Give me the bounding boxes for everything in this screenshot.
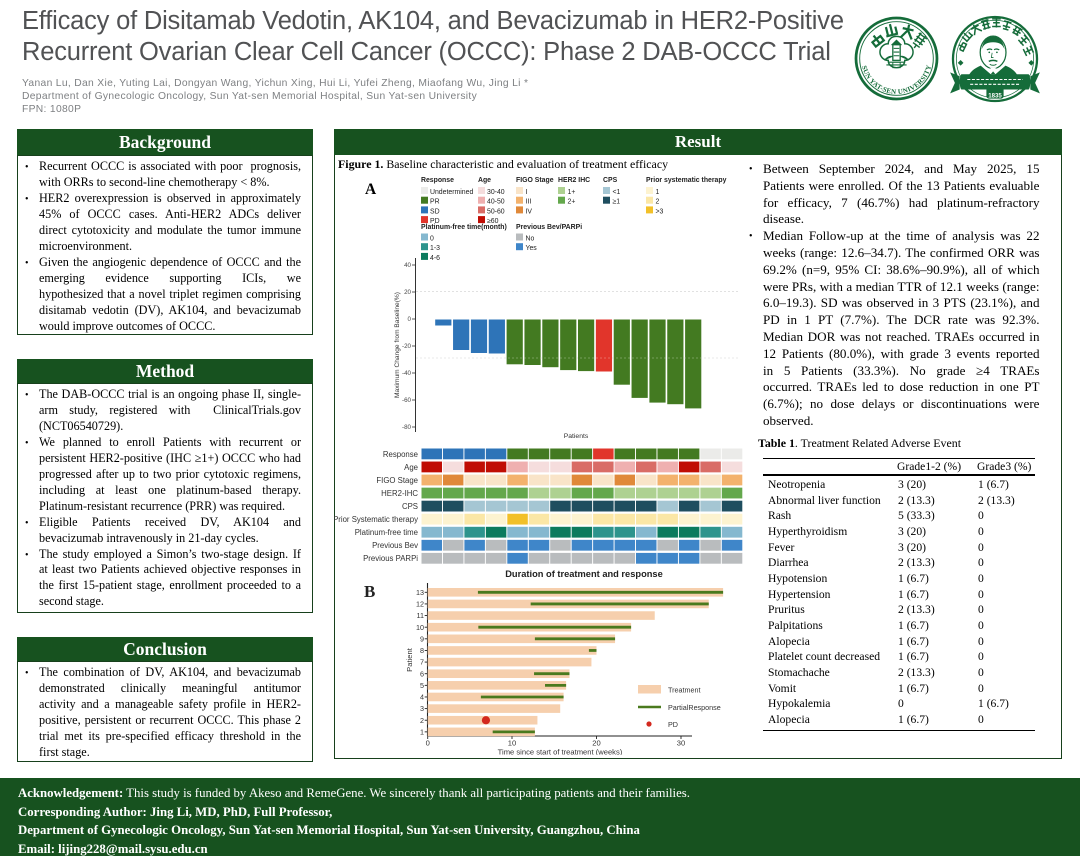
- svg-text:HER2 IHC: HER2 IHC: [558, 177, 590, 184]
- svg-text:-60: -60: [402, 397, 412, 404]
- svg-text:5: 5: [420, 681, 424, 690]
- svg-text:Time since start of treatment: Time since start of treatment (weeks): [498, 748, 623, 756]
- svg-text:1: 1: [420, 727, 424, 736]
- svg-text:Response: Response: [421, 177, 454, 184]
- svg-text:Prior Systematic therapy: Prior Systematic therapy: [334, 515, 418, 524]
- svg-text:4-6: 4-6: [430, 255, 440, 262]
- svg-text:Undetermined: Undetermined: [430, 189, 473, 196]
- svg-text:<1: <1: [613, 189, 621, 196]
- svg-text:FIGO Stage: FIGO Stage: [376, 476, 418, 485]
- svg-text:4: 4: [420, 693, 424, 702]
- svg-text:Patient: Patient: [405, 647, 414, 672]
- svg-text:6: 6: [420, 669, 424, 678]
- svg-text:-80: -80: [402, 424, 412, 431]
- svg-text:≥60: ≥60: [487, 218, 499, 225]
- svg-text:SD: SD: [430, 208, 440, 215]
- svg-text:8: 8: [420, 646, 424, 655]
- svg-text:40: 40: [404, 262, 411, 269]
- svg-text:>3: >3: [656, 208, 664, 215]
- svg-text:-20: -20: [402, 343, 412, 350]
- svg-text:0: 0: [426, 739, 430, 748]
- svg-text:No: No: [526, 236, 535, 243]
- svg-text:Platinum-free time(month): Platinum-free time(month): [421, 224, 507, 231]
- svg-text:13: 13: [416, 588, 424, 597]
- svg-text:Platinum-free time: Platinum-free time: [355, 528, 418, 537]
- svg-text:IV: IV: [526, 208, 533, 215]
- svg-text:Treatment: Treatment: [668, 686, 701, 695]
- svg-text:Patients: Patients: [564, 433, 589, 440]
- svg-text:20: 20: [592, 739, 600, 748]
- svg-text:≥1: ≥1: [613, 199, 621, 206]
- svg-text:1: 1: [656, 189, 660, 196]
- svg-text:Duration of treatment and resp: Duration of treatment and response: [505, 569, 663, 579]
- svg-text:50-60: 50-60: [487, 208, 505, 215]
- svg-text:1-3: 1-3: [430, 245, 440, 252]
- svg-text:Age: Age: [404, 463, 418, 472]
- svg-text:9: 9: [420, 634, 424, 643]
- svg-text:12: 12: [416, 600, 424, 609]
- svg-text:40-50: 40-50: [487, 199, 505, 206]
- svg-text:PR: PR: [430, 199, 440, 206]
- svg-text:Previous Bev: Previous Bev: [372, 541, 418, 550]
- svg-text:FIGO Stage: FIGO Stage: [516, 177, 554, 184]
- svg-text:7: 7: [420, 658, 424, 667]
- svg-text:Age: Age: [478, 177, 491, 184]
- svg-text:PD: PD: [668, 720, 678, 729]
- svg-text:B: B: [364, 582, 375, 601]
- svg-text:2: 2: [420, 716, 424, 725]
- svg-text:30: 30: [677, 739, 685, 748]
- svg-text:CPS: CPS: [402, 502, 418, 511]
- svg-text:PD: PD: [430, 218, 440, 225]
- svg-text:-40: -40: [402, 370, 412, 377]
- svg-text:0: 0: [430, 236, 434, 243]
- svg-text:0: 0: [408, 316, 412, 323]
- svg-text:1+: 1+: [568, 189, 576, 196]
- svg-text:Maximum Change from Baseline(%: Maximum Change from Baseline(%): [394, 292, 401, 398]
- svg-text:2: 2: [656, 199, 660, 206]
- svg-text:Previous Bev/PARPi: Previous Bev/PARPi: [516, 224, 582, 231]
- svg-text:CPS: CPS: [603, 177, 618, 184]
- svg-text:Response: Response: [383, 450, 418, 459]
- svg-text:11: 11: [417, 611, 424, 620]
- svg-text:PartialResponse: PartialResponse: [668, 703, 721, 712]
- svg-text:III: III: [526, 199, 532, 206]
- svg-text:3: 3: [420, 704, 424, 713]
- svg-text:Prior systematic therapy: Prior systematic therapy: [646, 177, 727, 184]
- svg-text:Previous PARPi: Previous PARPi: [363, 554, 418, 563]
- svg-text:I: I: [526, 189, 528, 196]
- svg-text:10: 10: [416, 623, 424, 632]
- svg-text:30-40: 30-40: [487, 189, 505, 196]
- svg-text:2+: 2+: [568, 199, 576, 206]
- svg-text:Yes: Yes: [526, 245, 538, 252]
- svg-text:1835: 1835: [988, 93, 1002, 100]
- svg-text:HER2-IHC: HER2-IHC: [381, 489, 418, 498]
- svg-text:20: 20: [404, 289, 411, 296]
- svg-text:10: 10: [508, 739, 516, 748]
